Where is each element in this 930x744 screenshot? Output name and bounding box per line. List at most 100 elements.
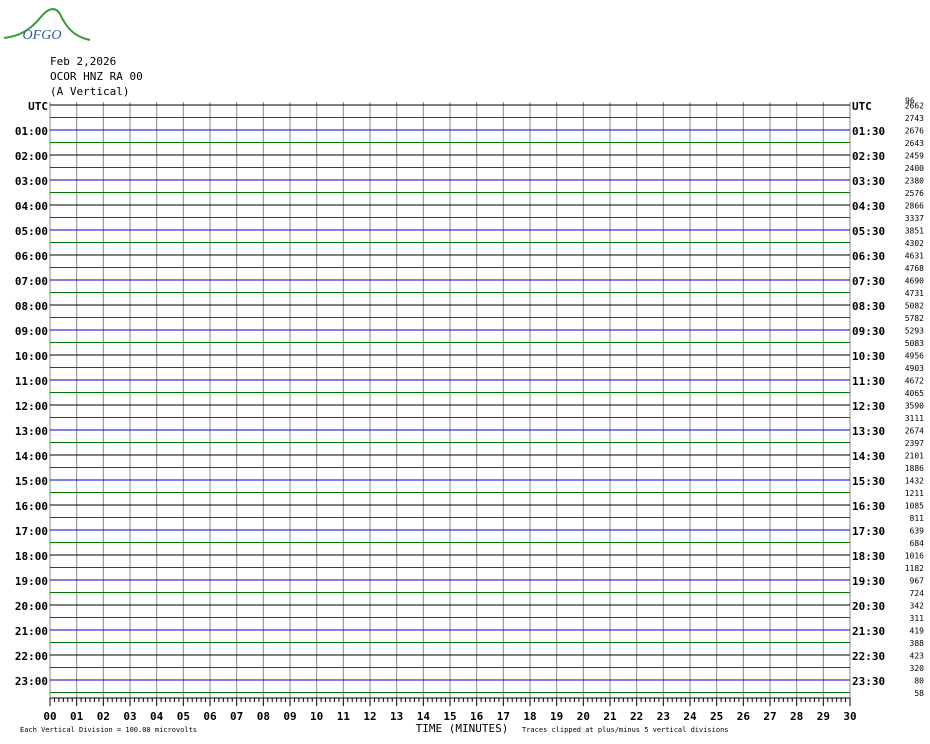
row-value: 5293 <box>905 327 924 336</box>
right-label: 02:30 <box>852 150 885 163</box>
row-value: 2576 <box>905 189 924 198</box>
right-label: 22:30 <box>852 650 885 663</box>
x-tick-label: 14 <box>417 710 431 723</box>
footer-left: Each Vertical Division = 100.00 microvol… <box>20 726 197 734</box>
row-value: 5083 <box>905 339 924 348</box>
row-value: 5082 <box>905 302 924 311</box>
row-value: 1211 <box>905 489 924 498</box>
right-label: 16:30 <box>852 500 885 513</box>
row-value: 1182 <box>905 564 924 573</box>
left-label: 01:00 <box>15 125 48 138</box>
right-label: 06:30 <box>852 250 885 263</box>
row-value: 4065 <box>905 389 924 398</box>
left-label: 22:00 <box>15 650 48 663</box>
row-value: 811 <box>910 514 925 523</box>
x-tick-label: 12 <box>363 710 376 723</box>
left-label: 04:00 <box>15 200 48 213</box>
row-value: 4768 <box>905 264 924 273</box>
x-tick-label: 19 <box>550 710 563 723</box>
left-label: 03:00 <box>15 175 48 188</box>
x-tick-label: 28 <box>790 710 803 723</box>
x-tick-label: 27 <box>763 710 776 723</box>
left-label: 06:00 <box>15 250 48 263</box>
row-value: 2101 <box>905 452 924 461</box>
left-label: 02:00 <box>15 150 48 163</box>
left-label: 15:00 <box>15 475 48 488</box>
x-tick-label: 15 <box>443 710 456 723</box>
row-value: 58 <box>914 689 924 698</box>
right-label: 14:30 <box>852 450 885 463</box>
row-value: 4302 <box>905 239 924 248</box>
row-value: 388 <box>910 639 925 648</box>
right-label: 04:30 <box>852 200 885 213</box>
row-value: 419 <box>910 627 925 636</box>
row-value: 1886 <box>905 464 924 473</box>
left-label: 17:00 <box>15 525 48 538</box>
station: OCOR HNZ RA 00 <box>50 70 143 83</box>
row-value: 2397 <box>905 439 924 448</box>
left-label: 07:00 <box>15 275 48 288</box>
x-tick-label: 25 <box>710 710 723 723</box>
row-value: 3851 <box>905 227 924 236</box>
component: (A Vertical) <box>50 85 129 98</box>
row-value: 2662 <box>905 102 924 111</box>
right-label: 09:30 <box>852 325 885 338</box>
row-value: 423 <box>910 652 925 661</box>
row-value: 2643 <box>905 139 924 148</box>
right-label: 15:30 <box>852 475 885 488</box>
row-value: 1432 <box>905 477 924 486</box>
logo-curve <box>3 8 91 41</box>
row-value: 311 <box>910 614 925 623</box>
right-label: 01:30 <box>852 125 885 138</box>
x-tick-label: 26 <box>737 710 751 723</box>
x-tick-label: 05 <box>177 710 190 723</box>
row-value: 4690 <box>905 277 924 286</box>
x-tick-label: 07 <box>230 710 243 723</box>
right-label: 19:30 <box>852 575 885 588</box>
left-label: 12:00 <box>15 400 48 413</box>
x-tick-label: 23 <box>657 710 670 723</box>
logo: OFGO <box>23 28 62 43</box>
row-value: 724 <box>910 589 925 598</box>
row-value: 2400 <box>905 164 924 173</box>
date: Feb 2,2026 <box>50 55 116 68</box>
x-tick-label: 01 <box>70 710 84 723</box>
row-value: 2459 <box>905 152 924 161</box>
row-value: 4631 <box>905 252 924 261</box>
row-value: 2866 <box>905 202 924 211</box>
left-label: 10:00 <box>15 350 48 363</box>
row-value: 4903 <box>905 364 924 373</box>
row-value: 4672 <box>905 377 924 386</box>
x-tick-label: 29 <box>817 710 830 723</box>
left-label: 05:00 <box>15 225 48 238</box>
row-value: 80 <box>914 677 924 686</box>
row-value: 2743 <box>905 114 924 123</box>
right-label: UTC <box>852 100 872 113</box>
row-value: 4731 <box>905 289 924 298</box>
x-tick-label: 30 <box>843 710 856 723</box>
left-label: 08:00 <box>15 300 48 313</box>
x-tick-label: 16 <box>470 710 484 723</box>
right-label: 13:30 <box>852 425 885 438</box>
footer-right: Traces clipped at plus/minus 5 vertical … <box>522 726 729 734</box>
x-tick-label: 24 <box>683 710 697 723</box>
row-value: 684 <box>910 539 925 548</box>
x-tick-label: 06 <box>203 710 217 723</box>
row-value: 5782 <box>905 314 924 323</box>
x-tick-label: 21 <box>603 710 617 723</box>
x-tick-label: 08 <box>257 710 270 723</box>
right-label: 17:30 <box>852 525 885 538</box>
left-label: 23:00 <box>15 675 48 688</box>
row-value: 639 <box>910 527 925 536</box>
right-label: 18:30 <box>852 550 885 563</box>
top-note: 96 <box>905 97 915 106</box>
right-label: 05:30 <box>852 225 885 238</box>
left-label: 14:00 <box>15 450 48 463</box>
row-value: 2676 <box>905 127 924 136</box>
left-label: 11:00 <box>15 375 48 388</box>
row-value: 320 <box>910 664 925 673</box>
right-label: 12:30 <box>852 400 885 413</box>
row-value: 2380 <box>905 177 924 186</box>
right-label: 20:30 <box>852 600 885 613</box>
